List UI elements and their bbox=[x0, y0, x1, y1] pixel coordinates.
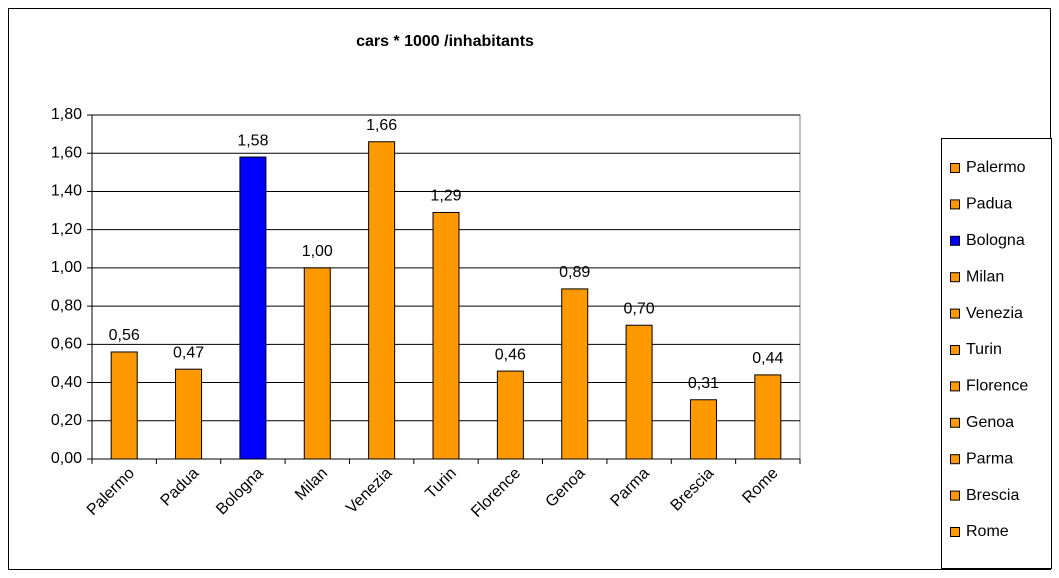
y-tick-label: 1,60 bbox=[51, 144, 82, 161]
legend-swatch bbox=[950, 454, 960, 465]
data-label: 0,56 bbox=[109, 327, 140, 344]
bar bbox=[303, 267, 331, 460]
legend-swatch bbox=[950, 490, 960, 501]
legend-label: Brescia bbox=[966, 487, 1019, 504]
bar bbox=[754, 374, 782, 460]
bar bbox=[239, 156, 267, 460]
y-tick-label: 0,80 bbox=[51, 297, 82, 314]
data-label: 1,00 bbox=[302, 243, 333, 260]
data-label: 0,70 bbox=[624, 300, 655, 317]
data-label: 0,31 bbox=[688, 375, 719, 392]
legend-label: Bologna bbox=[966, 232, 1025, 249]
legend-label: Padua bbox=[966, 196, 1012, 213]
y-tick-label: 1,40 bbox=[51, 183, 82, 200]
legend-label: Venezia bbox=[966, 305, 1023, 322]
legend-swatch bbox=[950, 272, 960, 283]
y-tick-label: 0,40 bbox=[51, 374, 82, 391]
legend-label: Rome bbox=[966, 523, 1009, 540]
bar bbox=[561, 288, 589, 460]
data-label: 0,47 bbox=[173, 344, 204, 361]
y-tick-label: 1,00 bbox=[51, 259, 82, 276]
legend-label: Milan bbox=[966, 268, 1004, 285]
bar bbox=[625, 324, 653, 460]
data-label: 1,66 bbox=[366, 117, 397, 134]
legend-label: Turin bbox=[966, 341, 1002, 358]
legend-label: Parma bbox=[966, 450, 1013, 467]
y-tick-label: 0,20 bbox=[51, 412, 82, 429]
legend-swatch bbox=[950, 381, 960, 392]
y-tick-label: 0,60 bbox=[51, 336, 82, 353]
data-label: 1,29 bbox=[430, 188, 461, 205]
bar bbox=[496, 370, 524, 460]
chart-title: cars * 1000 /inhabitants bbox=[356, 33, 534, 50]
legend-label: Florence bbox=[966, 378, 1028, 395]
data-label: 0,46 bbox=[495, 346, 526, 363]
legend-swatch bbox=[950, 527, 960, 537]
y-tick-label: 0,00 bbox=[51, 450, 82, 467]
bar bbox=[689, 399, 717, 460]
bar bbox=[175, 368, 203, 460]
data-label: 0,89 bbox=[559, 264, 590, 281]
legend-swatch bbox=[950, 417, 960, 428]
y-tick-label: 1,20 bbox=[51, 221, 82, 238]
bar bbox=[432, 211, 460, 460]
legend-label: Genoa bbox=[966, 414, 1014, 431]
legend-swatch bbox=[950, 235, 960, 246]
legend-label: Palermo bbox=[966, 159, 1026, 176]
legend-swatch bbox=[950, 308, 960, 319]
bar bbox=[368, 141, 396, 460]
legend-swatch bbox=[950, 163, 960, 173]
bar bbox=[110, 351, 138, 460]
legend-swatch bbox=[950, 345, 960, 355]
data-label: 0,44 bbox=[752, 350, 783, 367]
data-label: 1,58 bbox=[237, 132, 268, 149]
legend-swatch bbox=[950, 199, 960, 210]
y-tick-label: 1,80 bbox=[51, 106, 82, 123]
